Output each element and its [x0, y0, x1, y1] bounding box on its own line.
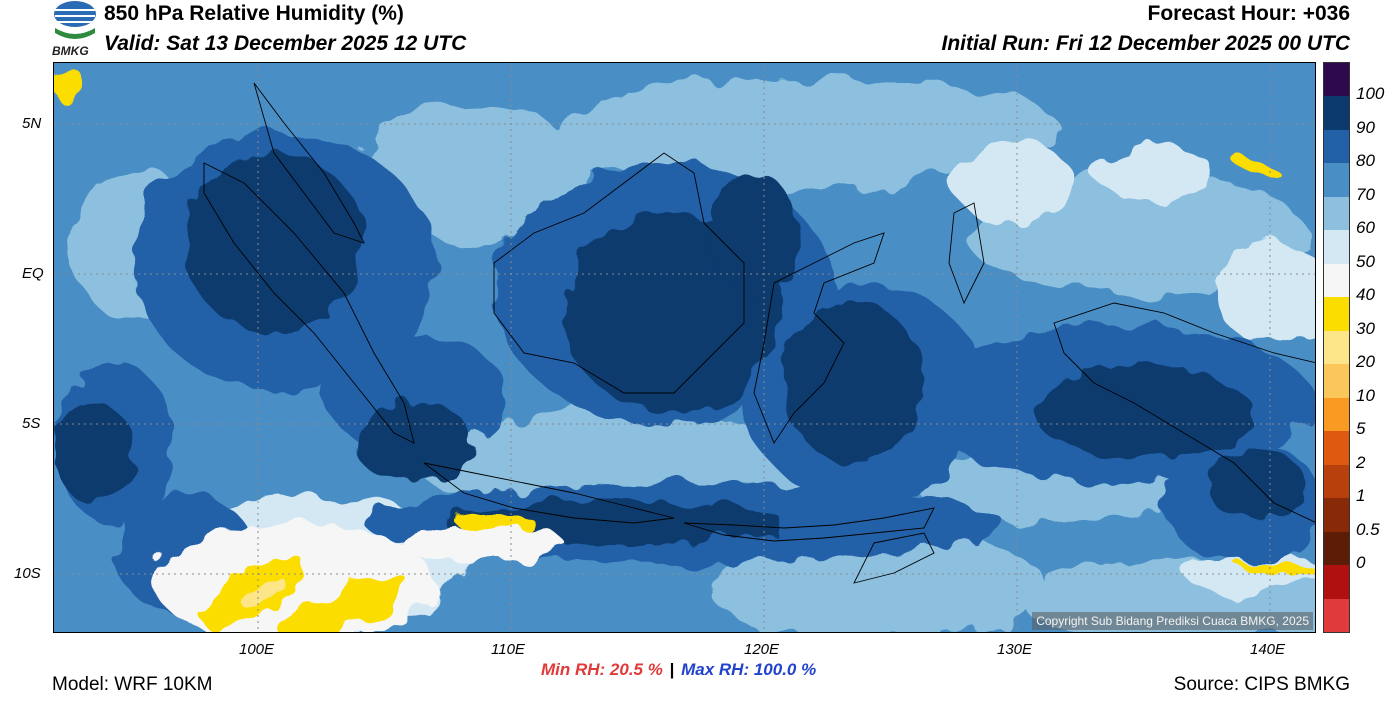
lat-label-5s: 5S [22, 415, 41, 432]
colorbar-label: 100 [1356, 84, 1385, 104]
coastlines [203, 82, 1315, 584]
colorbar [1323, 62, 1350, 633]
lat-label-5n: 5N [22, 115, 42, 132]
lon-label-140e: 140E [1250, 641, 1286, 658]
logo-text: BMKG [52, 44, 89, 58]
coast-sulawesi [753, 232, 885, 444]
colorbar-swatch [1324, 565, 1349, 600]
initial-run: Initial Run: Fri 12 December 2025 00 UTC [941, 32, 1350, 55]
source-label: Source: CIPS BMKG [1173, 674, 1350, 695]
rh-dry-zones [54, 63, 1315, 632]
bmkg-logo-icon [54, 1, 96, 39]
bmkg-logo: BMKG [52, 0, 98, 60]
colorbar-swatch [1324, 330, 1349, 365]
colorbar-swatch [1324, 364, 1349, 399]
colorbar-swatch [1324, 63, 1349, 97]
colorbar-label: 0.5 [1356, 519, 1380, 539]
colorbar-label: 0 [1356, 553, 1366, 573]
valid-time: Valid: Sat 13 December 2025 12 UTC [104, 32, 467, 55]
colorbar-swatch [1324, 263, 1349, 298]
colorbar-label: 5 [1356, 419, 1366, 439]
coast-new-guinea [1053, 302, 1315, 523]
colorbar-label: 2 [1356, 452, 1366, 472]
colorbar-label: 1 [1356, 486, 1366, 506]
max-rh: Max RH: 100.0 % [681, 660, 817, 679]
colorbar-swatch [1324, 397, 1349, 432]
colorbar-swatch [1324, 230, 1349, 265]
humidity-field [54, 63, 1315, 632]
min-rh: Min RH: 20.5 % [541, 660, 663, 679]
lon-label-120e: 120E [744, 641, 780, 658]
colorbar-label: 20 [1356, 352, 1375, 372]
copyright-notice: Copyright Sub Bidang Prediksi Cuaca BMKG… [1032, 612, 1313, 630]
colorbar-swatch [1324, 431, 1349, 466]
colorbar-swatch [1324, 598, 1349, 633]
lon-label-110e: 110E [491, 641, 525, 658]
colorbar-swatch [1324, 531, 1349, 566]
rh-separator: | [669, 660, 675, 679]
coast-timor [853, 532, 935, 584]
coast-lesser-sunda [683, 507, 935, 542]
colorbar-swatch [1324, 464, 1349, 499]
colorbar-label: 90 [1356, 117, 1375, 137]
colorbar-swatch [1324, 498, 1349, 533]
colorbar-label: 80 [1356, 151, 1375, 171]
colorbar-label: 60 [1356, 218, 1375, 238]
lon-label-100e: 100E [239, 641, 275, 658]
rh-90-100-zones [54, 153, 1304, 545]
humidity-map: Copyright Sub Bidang Prediksi Cuaca BMKG… [53, 62, 1316, 633]
lat-label-10s: 10S [14, 565, 41, 582]
colorbar-swatch [1324, 129, 1349, 164]
map-gridlines [54, 63, 1315, 632]
colorbar-swatch [1324, 297, 1349, 332]
rh-range: Min RH: 20.5 % | Max RH: 100.0 % [541, 660, 816, 680]
model-label: Model: WRF 10KM [52, 674, 213, 695]
colorbar-label: 70 [1356, 184, 1375, 204]
coast-malay-peninsula [253, 82, 365, 244]
colorbar-swatch [1324, 163, 1349, 198]
coast-java [423, 462, 675, 524]
colorbar-swatch [1324, 96, 1349, 131]
colorbar-label: 30 [1356, 318, 1375, 338]
colorbar-swatch [1324, 196, 1349, 231]
lat-label-eq: EQ [22, 265, 44, 282]
colorbar-label: 40 [1356, 285, 1375, 305]
lon-label-130e: 130E [997, 641, 1033, 658]
coast-halmahera [948, 202, 985, 305]
coast-borneo [493, 152, 745, 394]
colorbar-label: 50 [1356, 251, 1375, 271]
forecast-hour: Forecast Hour: +036 [1147, 2, 1351, 25]
coast-sumatra [203, 162, 415, 444]
colorbar-labels: 100 90 80 70 60 50 40 30 20 10 5 2 1 0.5 0 [1356, 62, 1400, 633]
colorbar-label: 10 [1356, 385, 1375, 405]
chart-title: 850 hPa Relative Humidity (%) [104, 2, 404, 25]
